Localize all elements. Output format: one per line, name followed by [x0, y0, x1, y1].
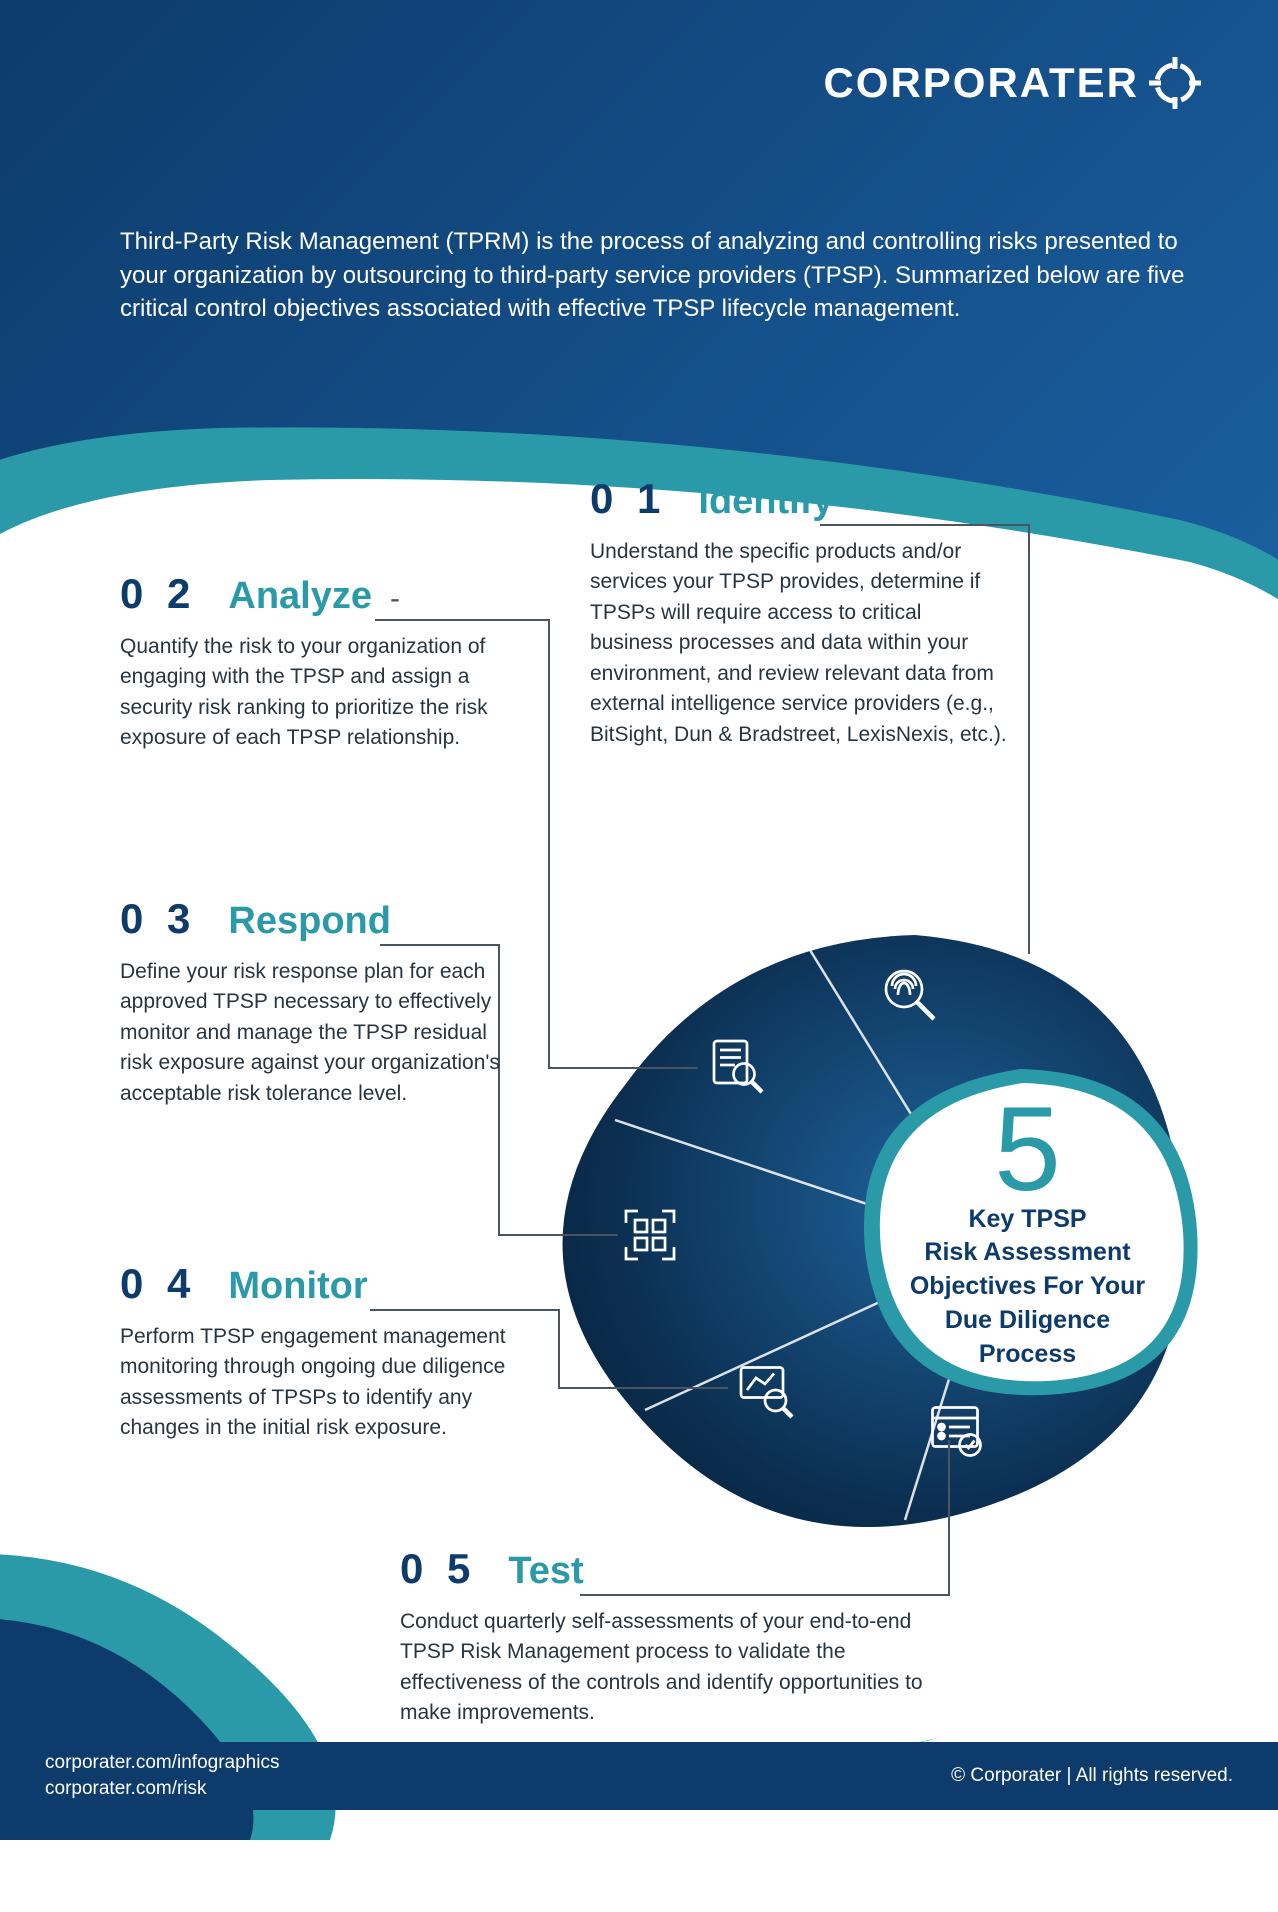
checklist-icon	[925, 1400, 985, 1460]
intro-paragraph: Third-Party Risk Management (TPRM) is th…	[120, 225, 1188, 326]
section-body: Understand the specific products and/or …	[590, 537, 1010, 750]
hub-line-1: Key TPSP	[910, 1203, 1145, 1237]
document-search-icon	[705, 1035, 765, 1095]
section-title: Test	[508, 1550, 583, 1593]
section-number: 0 4	[120, 1260, 196, 1308]
section-title: Monitor	[228, 1265, 367, 1308]
hub: 5 Key TPSP Risk Assessment Objectives Fo…	[845, 1055, 1210, 1405]
leader-line	[558, 1309, 560, 1389]
leader-line	[558, 1387, 728, 1389]
section-title: Identify	[698, 480, 833, 523]
hub-line-3: Objectives For Your	[910, 1270, 1145, 1304]
brand-crosshair-icon	[1147, 55, 1203, 111]
section-body: Quantify the risk to your organization o…	[120, 632, 520, 754]
section-title: Respond	[228, 900, 391, 943]
hub-line-4: Due Diligence	[910, 1304, 1145, 1338]
footer-copyright: © Corporater | All rights reserved.	[951, 1765, 1233, 1787]
footer-link-2: corporater.com/risk	[45, 1776, 279, 1802]
footer-link-1: corporater.com/infographics	[45, 1750, 279, 1776]
qr-icon	[620, 1205, 680, 1265]
hub-line-2: Risk Assessment	[910, 1236, 1145, 1270]
leader-line	[548, 619, 550, 1069]
footer-bar: corporater.com/infographics corporater.c…	[0, 1742, 1278, 1810]
fingerprint-search-icon	[880, 965, 940, 1025]
leader-line	[548, 1067, 698, 1069]
section-identify: 0 1 Identify Understand the specific pro…	[590, 475, 1010, 750]
hub-line-5: Process	[910, 1338, 1145, 1372]
monitor-chart-icon	[735, 1360, 795, 1420]
section-number: 0 3	[120, 895, 196, 943]
section-number: 0 1	[590, 475, 666, 523]
leader-line	[498, 1234, 618, 1236]
section-respond: 0 3 Respond Define your risk response pl…	[120, 895, 520, 1109]
hub-number: 5	[994, 1089, 1061, 1209]
section-number: 0 2	[120, 570, 196, 618]
brand-name: CORPORATER	[823, 59, 1139, 107]
brand-logo: CORPORATER	[823, 55, 1203, 111]
petal-diagram: 5 Key TPSP Risk Assessment Objectives Fo…	[530, 910, 1210, 1530]
section-title: Analyze	[228, 575, 372, 618]
section-body: Define your risk response plan for each …	[120, 957, 520, 1109]
leader-line	[1028, 524, 1030, 954]
section-analyze: 0 2 Analyze - Quantify the risk to your …	[120, 570, 520, 754]
